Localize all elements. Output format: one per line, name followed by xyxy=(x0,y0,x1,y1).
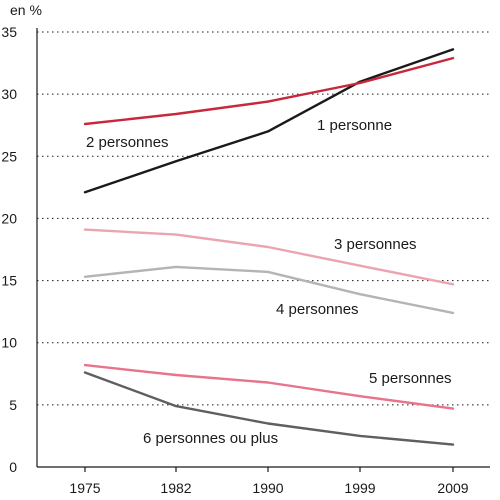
y-unit-label: en % xyxy=(10,2,42,18)
series-lines xyxy=(83,48,455,446)
series-label-2-personnes: 2 personnes xyxy=(86,134,169,151)
gridlines xyxy=(37,31,490,406)
series-line-3-personnes xyxy=(83,228,455,286)
series-line-4-personnes xyxy=(83,265,455,315)
series-label-3-personnes: 3 personnes xyxy=(334,236,417,253)
x-tick-label: 2009 xyxy=(437,480,468,496)
series-line-5-personnes xyxy=(83,363,455,410)
series-line-6-personnes-ou-plus xyxy=(83,371,455,446)
y-tick-label: 5 xyxy=(9,397,17,413)
y-tick-label: 15 xyxy=(1,273,17,289)
x-tick-label: 1990 xyxy=(252,480,283,496)
y-tick-label: 10 xyxy=(1,335,17,351)
series-label-4-personnes: 4 personnes xyxy=(276,301,359,318)
x-tick-label: 1982 xyxy=(160,480,191,496)
series-line-1-personne xyxy=(83,48,455,194)
y-tick-label: 30 xyxy=(1,86,17,102)
y-tick-label: 35 xyxy=(1,24,17,40)
y-tick-label: 25 xyxy=(1,148,17,164)
series-line-2-personnes xyxy=(83,56,455,126)
y-tick-label: 20 xyxy=(1,210,17,226)
series-label-1-personne: 1 personne xyxy=(317,117,392,134)
series-labels: 1 personne 2 personnes 3 personnes 4 person… xyxy=(86,117,452,447)
x-tick-label: 1975 xyxy=(69,480,100,496)
series-label-5-personnes: 5 personnes xyxy=(369,370,452,387)
series-label-6-personnes-ou-plus: 6 personnes ou plus xyxy=(143,430,278,447)
x-tick-label: 1999 xyxy=(344,480,375,496)
y-tick-label: 0 xyxy=(9,459,17,475)
axes: 0 5 10 15 20 25 30 35 1975 1982 1990 1999 2009 xyxy=(1,24,490,496)
